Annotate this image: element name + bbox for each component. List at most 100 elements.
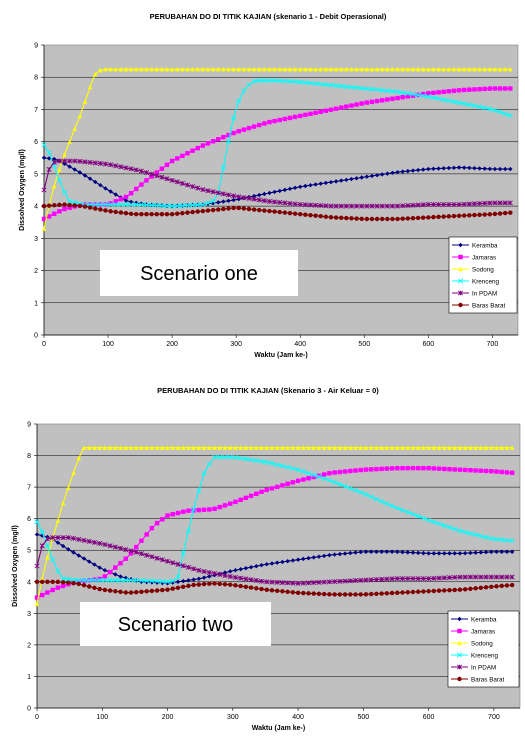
legend-marker	[457, 676, 462, 682]
data-point	[400, 216, 405, 221]
data-point	[169, 211, 175, 217]
data-point	[56, 158, 62, 164]
data-point	[86, 577, 92, 583]
data-point	[50, 535, 56, 541]
x-tick-label: 100	[102, 341, 114, 348]
data-point	[149, 578, 155, 584]
data-point	[504, 583, 510, 588]
data-point	[243, 576, 249, 582]
data-point	[212, 570, 218, 577]
data-point	[344, 104, 349, 109]
data-point	[354, 203, 360, 209]
data-point	[421, 167, 426, 172]
data-point	[128, 166, 134, 172]
data-point	[72, 126, 77, 131]
data-point	[492, 86, 498, 91]
data-point	[262, 191, 267, 197]
data-point	[123, 66, 129, 72]
data-point	[251, 193, 257, 199]
data-point	[379, 203, 385, 209]
data-point	[306, 470, 312, 476]
data-point	[113, 209, 118, 215]
data-point	[76, 553, 81, 558]
data-point	[67, 202, 72, 208]
data-point	[253, 458, 259, 464]
data-point	[300, 580, 306, 586]
data-point	[379, 466, 384, 472]
data-point	[461, 66, 467, 72]
chart-scenario-two: PERUBAHAN DO DI TITIK KAJIAN (Skenario 3…	[0, 374, 525, 747]
data-point	[499, 583, 504, 589]
data-point	[504, 574, 510, 580]
data-point	[494, 469, 499, 474]
data-point	[190, 148, 195, 153]
data-point	[190, 66, 195, 72]
data-point	[133, 167, 139, 173]
data-point	[62, 202, 67, 207]
legend-marker	[456, 652, 463, 658]
data-point	[118, 577, 124, 583]
data-point	[272, 209, 277, 214]
data-point	[67, 198, 73, 204]
data-point	[287, 186, 293, 192]
data-point	[201, 445, 207, 450]
data-point	[113, 589, 118, 594]
data-point	[379, 576, 385, 582]
data-point	[113, 201, 119, 208]
data-point	[134, 211, 139, 217]
data-point	[267, 208, 272, 214]
data-point	[102, 161, 109, 167]
data-point	[363, 577, 369, 583]
data-point	[128, 590, 134, 595]
data-point	[102, 568, 108, 573]
data-point	[342, 483, 348, 489]
data-point	[118, 164, 124, 170]
data-point	[364, 203, 370, 209]
data-point	[295, 467, 301, 473]
data-point	[41, 187, 47, 193]
data-point	[436, 66, 441, 72]
data-point	[410, 589, 416, 595]
data-point	[154, 555, 160, 561]
data-point	[225, 139, 231, 145]
data-point	[170, 512, 175, 517]
data-point	[206, 461, 212, 467]
data-point	[175, 561, 181, 567]
data-point	[51, 159, 57, 165]
data-point	[228, 445, 233, 450]
data-point	[274, 588, 280, 594]
data-point	[175, 574, 181, 580]
data-point	[248, 445, 254, 450]
data-point	[354, 66, 359, 72]
data-point	[256, 197, 262, 203]
legend-marker	[457, 290, 464, 296]
data-point	[60, 576, 66, 582]
data-point	[390, 216, 395, 222]
data-point	[466, 201, 472, 207]
data-point	[257, 207, 262, 213]
data-point	[353, 487, 359, 493]
data-point	[303, 112, 308, 118]
data-point	[92, 201, 98, 208]
data-point	[195, 202, 201, 208]
data-point	[97, 576, 102, 582]
data-point	[344, 66, 349, 72]
data-point	[72, 203, 77, 208]
data-point	[107, 445, 113, 450]
data-point	[426, 66, 431, 72]
data-point	[321, 591, 327, 597]
data-point	[399, 576, 406, 582]
data-point	[149, 525, 155, 531]
data-point	[93, 206, 98, 211]
data-point	[307, 202, 313, 208]
data-point	[482, 86, 487, 92]
data-point	[45, 590, 50, 595]
legend-item: Baras Barat	[452, 302, 505, 309]
data-point	[462, 574, 468, 580]
data-point	[164, 66, 170, 72]
data-point	[451, 201, 457, 208]
data-point	[421, 66, 426, 72]
data-point	[426, 166, 431, 172]
data-point	[473, 532, 479, 538]
data-point	[478, 574, 484, 580]
